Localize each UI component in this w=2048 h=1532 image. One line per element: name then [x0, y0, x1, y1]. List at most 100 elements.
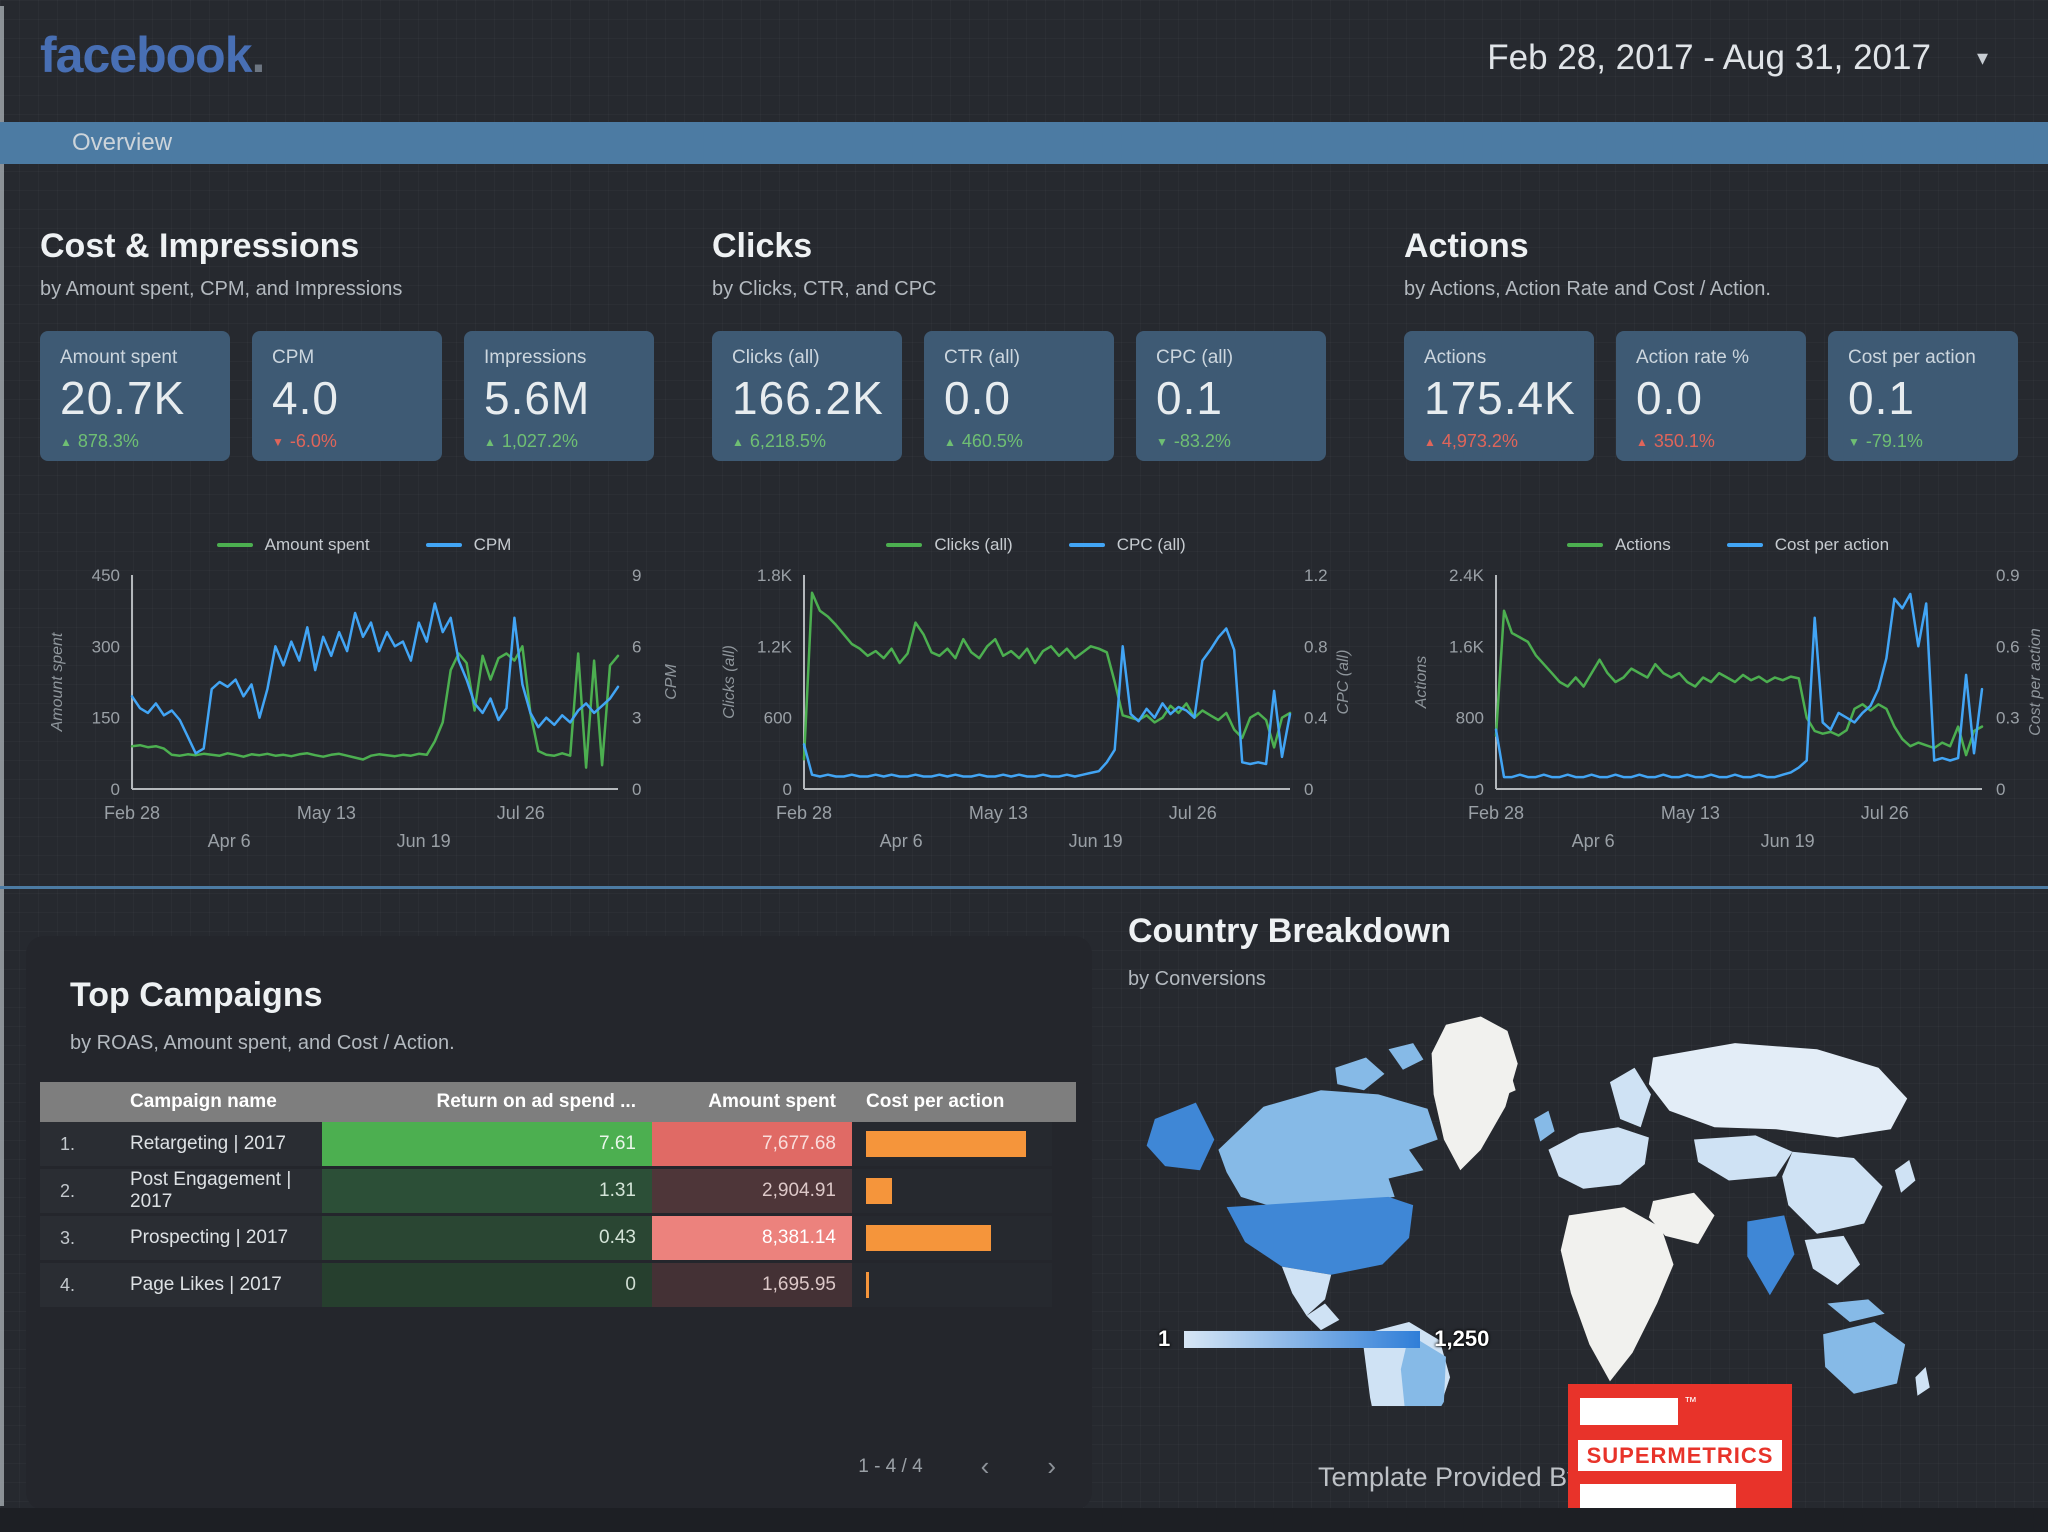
page-range-text: 1 - 4 / 4	[858, 1455, 923, 1477]
svg-text:800: 800	[1456, 709, 1484, 728]
brand-name: SUPERMETRICS	[1586, 1442, 1774, 1468]
scorecard-row: Actions 175.4K ▲ 4,973.2% Action rate % 0…	[1404, 331, 2048, 461]
scorecard-value: 0.0	[1636, 372, 1703, 424]
svg-text:Jul 26: Jul 26	[1861, 803, 1909, 823]
section-cost-impressions: Cost & Impressions by Amount spent, CPM,…	[40, 163, 688, 855]
map-usa	[1226, 1196, 1414, 1275]
date-range-text: Feb 28, 2017 - Aug 31, 2017	[1487, 38, 1931, 77]
svg-text:May 13: May 13	[1661, 803, 1720, 823]
row-index: 4.	[40, 1263, 96, 1307]
delta-arrow-icon: ▲	[1636, 434, 1648, 449]
campaign-name-cell: Post Engagement | 2017	[96, 1169, 322, 1213]
top-campaigns-panel: Top Campaigns by ROAS, Amount spent, and…	[26, 936, 1092, 1510]
svg-text:Jun 19: Jun 19	[397, 831, 451, 851]
svg-text:Jul 26: Jul 26	[497, 803, 545, 823]
cpa-bar	[866, 1178, 892, 1204]
cpa-bar-cell	[852, 1216, 1052, 1260]
scorecard-action-rate: Action rate % 0.0 ▲ 350.1%	[1616, 331, 1806, 461]
cost-impressions-chart: 0 150 300 450 0 3 6 9 Feb 28 Apr 6 May 13 Jun 19 Jul…	[49, 566, 680, 851]
map-uk	[1534, 1110, 1555, 1142]
scorecard-label: Clicks (all)	[732, 347, 820, 368]
scorecard-delta: ▼ -6.0%	[272, 431, 337, 451]
svg-text:9: 9	[632, 566, 641, 585]
world-map[interactable]	[1120, 996, 1940, 1486]
scorecard-label: Amount spent	[60, 347, 178, 368]
col-campaign-name[interactable]: Campaign name	[130, 1091, 277, 1112]
table-row[interactable]: 1. Retargeting | 2017 7.61 7,677.68	[40, 1122, 1076, 1166]
section-actions: Actions by Actions, Action Rate and Cost…	[1404, 163, 2048, 855]
scorecard-label: Cost per action	[1848, 347, 1976, 368]
scorecard-delta: ▼ -83.2%	[1156, 431, 1231, 451]
svg-text:Apr 6: Apr 6	[880, 831, 923, 851]
map-central-america	[1306, 1303, 1340, 1331]
svg-text:150: 150	[92, 709, 120, 728]
section-subtitle: by Amount spent, CPM, and Impressions	[40, 278, 403, 300]
table-row[interactable]: 3. Prospecting | 2017 0.43 8,381.14	[40, 1216, 1076, 1260]
chevron-down-icon: ▾	[1976, 45, 1988, 70]
delta-arrow-icon: ▲	[60, 434, 72, 449]
scrollbar-fragment[interactable]	[0, 6, 4, 1506]
table-row[interactable]: 4. Page Likes | 2017 0 1,695.95	[40, 1263, 1076, 1307]
table-pagination: 1 - 4 / 4 ‹ ›	[858, 1451, 1056, 1482]
roas-heatmap-cell: 0	[322, 1263, 652, 1307]
cpa-bar-cell	[852, 1122, 1052, 1166]
row-index: 3.	[40, 1216, 96, 1260]
svg-text:0: 0	[632, 780, 641, 799]
delta-arrow-icon: ▲	[1424, 434, 1436, 449]
map-india	[1747, 1215, 1795, 1296]
svg-text:300: 300	[92, 637, 120, 656]
section-title: Actions	[1404, 227, 1529, 265]
country-breakdown-subtitle: by Conversions	[1128, 968, 1266, 990]
amount-heatmap-cell: 1,695.95	[652, 1263, 852, 1307]
top-campaigns-subtitle: by ROAS, Amount spent, and Cost / Action…	[70, 1032, 455, 1054]
map-japan	[1894, 1160, 1916, 1193]
amount-heatmap-cell: 8,381.14	[652, 1216, 852, 1260]
actions-chart: 0 800 1.6K 2.4K 0 0.3 0.6 0.9 Feb 28 Apr 6 May 13 J…	[1413, 566, 2044, 851]
row-index: 2.	[40, 1169, 96, 1213]
top-campaigns-title: Top Campaigns	[70, 976, 323, 1014]
scorecard-label: Impressions	[484, 347, 587, 368]
scorecard-amount-spent: Amount spent 20.7K ▲ 878.3%	[40, 331, 230, 461]
svg-text:1.8K: 1.8K	[757, 566, 793, 585]
section-title: Clicks	[712, 227, 813, 265]
amount-heatmap-cell: 7,677.68	[652, 1122, 852, 1166]
table-row[interactable]: 2. Post Engagement | 2017 1.31 2,904.91	[40, 1169, 1076, 1213]
scorecard-value: 5.6M	[484, 372, 591, 424]
col-amount-spent[interactable]: Amount spent	[708, 1091, 836, 1112]
svg-text:CPM: CPM	[663, 664, 680, 700]
delta-arrow-icon: ▲	[944, 434, 956, 449]
delta-arrow-icon: ▼	[1156, 434, 1168, 449]
svg-text:Feb 28: Feb 28	[776, 803, 832, 823]
scorecard-value: 20.7K	[60, 372, 186, 424]
legend-line-blue	[1726, 543, 1763, 547]
cpa-bar-cell	[852, 1169, 1052, 1213]
delta-arrow-icon: ▲	[732, 434, 744, 449]
scorecard-cpc: CPC (all) 0.1 ▼ -83.2%	[1136, 331, 1326, 461]
supermetrics-logo[interactable]: ™ SUPERMETRICS	[1568, 1384, 1792, 1522]
legend-line-blue	[425, 543, 462, 547]
map-southeast-asia	[1804, 1235, 1861, 1286]
svg-text:Actions: Actions	[1413, 656, 1430, 709]
prev-page-icon[interactable]: ‹	[980, 1451, 990, 1481]
svg-text:0.3: 0.3	[1996, 709, 2020, 728]
svg-text:Clicks (all): Clicks (all)	[721, 645, 738, 719]
scorecard-label: Actions	[1424, 347, 1487, 368]
svg-text:Cost per action: Cost per action	[2027, 628, 2044, 736]
col-roas[interactable]: Return on ad spend ...	[436, 1091, 636, 1112]
svg-text:600: 600	[764, 709, 792, 728]
svg-text:CPC (all): CPC (all)	[1335, 650, 1352, 715]
map-arctic-islands	[1335, 1057, 1385, 1091]
row-index: 1.	[40, 1122, 96, 1166]
next-page-icon[interactable]: ›	[1047, 1451, 1056, 1481]
svg-text:0: 0	[783, 780, 792, 799]
scorecard-delta: ▼ -79.1%	[1848, 431, 1923, 451]
country-breakdown-title: Country Breakdown	[1128, 912, 1452, 950]
map-iceland	[1495, 1075, 1516, 1097]
date-range-control[interactable]: Feb 28, 2017 - Aug 31, 2017 ▾	[1487, 38, 1988, 78]
svg-text:0: 0	[1996, 780, 2005, 799]
legend-label: CPC (all)	[1116, 535, 1186, 554]
map-middle-east	[1648, 1192, 1715, 1245]
col-cost-per-action[interactable]: Cost per action	[866, 1091, 1005, 1112]
scorecard-actions: Actions 175.4K ▲ 4,973.2%	[1404, 331, 1594, 461]
tab-overview[interactable]: Overview	[72, 129, 173, 156]
